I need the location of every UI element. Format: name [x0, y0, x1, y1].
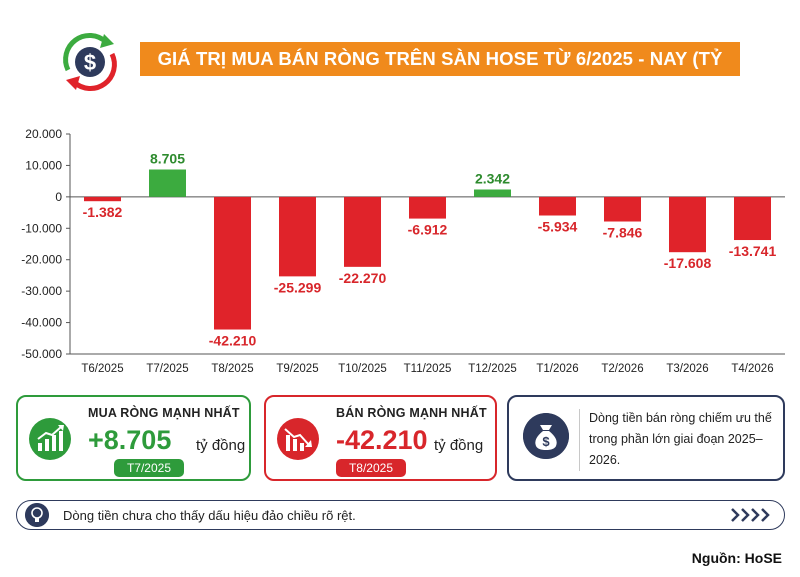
x-tick-label: T4/2026 — [731, 363, 773, 375]
data-label: 2.342 — [475, 170, 510, 186]
x-tick-label: T6/2025 — [81, 363, 123, 375]
data-label: -22.270 — [339, 270, 387, 286]
bar-chart: 20.000 10.000 0 -10.000 -20.000 -30.000 -40.00… — [21, 127, 785, 375]
x-tick-label: T7/2025 — [146, 363, 188, 375]
x-tick-label: T8/2025 — [211, 363, 253, 375]
top-buy-value: +8.705 — [88, 425, 172, 455]
decline-chart-icon — [277, 418, 319, 460]
bar — [344, 196, 381, 267]
top-sell-unit: tỷ đồng — [434, 437, 484, 454]
y-tick-label: 0 — [55, 190, 62, 204]
header: $ GIÁ TRỊ MUA BÁN RÒNG TRÊN SÀN HOSE TỪ … — [54, 30, 744, 103]
dollar-exchange-icon: $ — [63, 33, 117, 91]
top-sell-heading: BÁN RÒNG MẠNH NHẤT — [336, 406, 487, 420]
source-note: Nguồn: HoSE — [691, 550, 782, 566]
data-label: -17.608 — [664, 255, 712, 271]
data-label: -13.741 — [729, 243, 777, 259]
x-tick-label: T2/2026 — [601, 363, 643, 375]
bar — [604, 196, 641, 222]
bar — [409, 196, 446, 219]
x-tick-label: T10/2025 — [338, 363, 387, 375]
divider — [579, 409, 580, 471]
top-buy-period: T7/2025 — [114, 459, 184, 477]
top-buy-unit: tỷ đồng — [196, 437, 246, 454]
top-buy-card: MUA RÒNG MẠNH NHẤT +8.705 tỷ đồng T7/202… — [16, 395, 251, 481]
data-label: -7.846 — [603, 225, 643, 241]
y-tick-label: -20.000 — [21, 253, 62, 267]
top-sell-period: T8/2025 — [336, 459, 406, 477]
y-tick-label: 20.000 — [25, 127, 62, 141]
lightbulb-icon — [25, 503, 49, 527]
data-label: -42.210 — [209, 333, 257, 349]
svg-text:$: $ — [542, 434, 550, 449]
insight-bar: Dòng tiền chưa cho thấy dấu hiệu đảo chi… — [16, 500, 785, 530]
top-buy-heading: MUA RÒNG MẠNH NHẤT — [88, 406, 240, 420]
data-label: -25.299 — [274, 279, 322, 295]
data-label: -1.382 — [83, 204, 123, 220]
y-tick-label: 10.000 — [25, 158, 62, 172]
bar — [214, 196, 251, 330]
data-label: 8.705 — [150, 150, 185, 166]
y-tick-label: -50.000 — [21, 347, 62, 361]
summary-text: Dòng tiền bán ròng chiếm ưu thế trong ph… — [589, 411, 772, 467]
bar — [734, 196, 771, 241]
top-sell-card: BÁN RÒNG MẠNH NHẤT -42.210 tỷ đồng T8/20… — [264, 395, 497, 481]
top-sell-value: -42.210 — [336, 425, 428, 455]
svg-text:$: $ — [84, 50, 96, 75]
y-tick-label: -10.000 — [21, 221, 62, 235]
bar — [149, 169, 186, 197]
bar — [279, 196, 316, 277]
bar — [669, 196, 706, 253]
bar — [474, 189, 511, 197]
chart-title: GIÁ TRỊ MUA BÁN RÒNG TRÊN SÀN HOSE TỪ 6/… — [140, 42, 740, 103]
y-tick-label: -40.000 — [21, 316, 62, 330]
bar — [84, 196, 121, 202]
x-tick-label: T12/2025 — [468, 363, 517, 375]
x-tick-label: T11/2025 — [404, 363, 452, 375]
x-tick-label: T9/2025 — [276, 363, 318, 375]
y-tick-label: -30.000 — [21, 284, 62, 298]
summary-card: $ Dòng tiền bán ròng chiếm ưu thế trong … — [507, 395, 785, 481]
x-tick-label: T3/2026 — [666, 363, 708, 375]
bar — [539, 196, 576, 216]
insight-text: Dòng tiền chưa cho thấy dấu hiệu đảo chi… — [63, 508, 356, 523]
data-label: -5.934 — [538, 219, 578, 235]
chevrons-right-icon — [731, 508, 770, 522]
x-tick-label: T1/2026 — [536, 363, 578, 375]
data-label: -6.912 — [408, 222, 448, 238]
growth-chart-icon — [29, 418, 71, 460]
money-bag-icon: $ — [523, 413, 569, 459]
